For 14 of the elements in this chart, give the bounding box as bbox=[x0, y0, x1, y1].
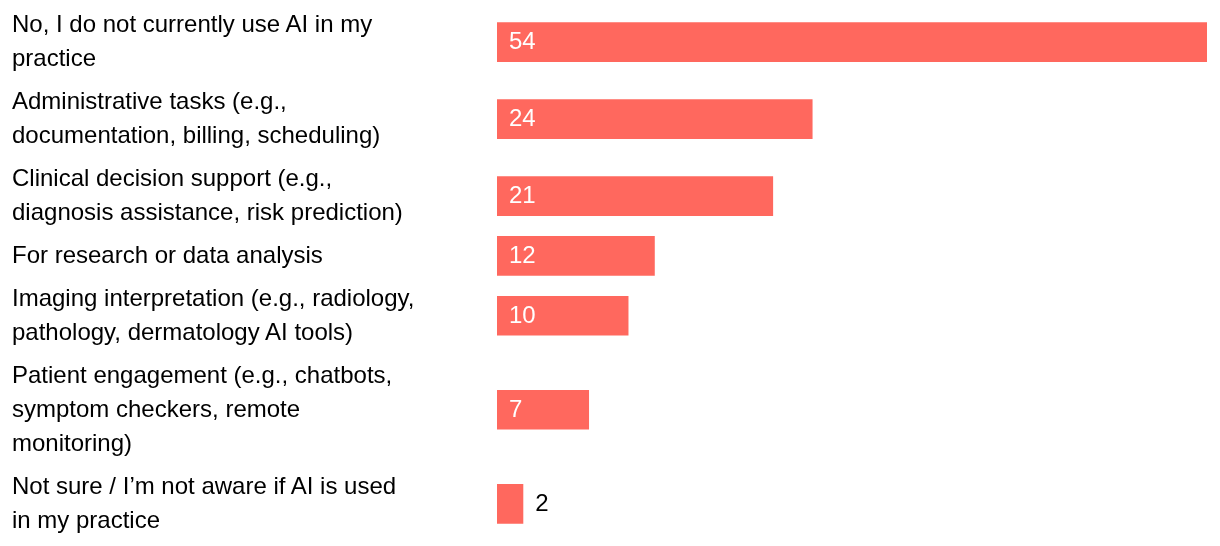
y-tick-label: No, I do not currently use AI in my practice bbox=[12, 10, 373, 72]
data-label: 21 bbox=[509, 181, 536, 209]
data-label: 2 bbox=[535, 488, 549, 516]
y-tick-label: Clinical decision support (e.g., diagnosis assistance, risk prediction) bbox=[12, 163, 403, 225]
y-tick-label: Patient engagement (e.g., chatbots, symptom checkers, remote monitoring) bbox=[12, 360, 393, 456]
data-label: 54 bbox=[509, 27, 536, 55]
y-tick-label: Not sure / I’m not aware if AI is used in my practice bbox=[12, 471, 397, 533]
data-label: 10 bbox=[509, 300, 536, 328]
y-tick-label: Administrative tasks (e.g., documentation, billing, scheduling) bbox=[12, 87, 381, 149]
y-tick-label: For research or data analysis bbox=[12, 240, 323, 268]
data-label: 7 bbox=[509, 394, 523, 422]
data-label: 12 bbox=[509, 240, 536, 268]
y-tick-label: Imaging interpretation (e.g., radiology, pathology, dermatology AI tools) bbox=[12, 283, 415, 345]
data-label: 24 bbox=[509, 104, 536, 132]
